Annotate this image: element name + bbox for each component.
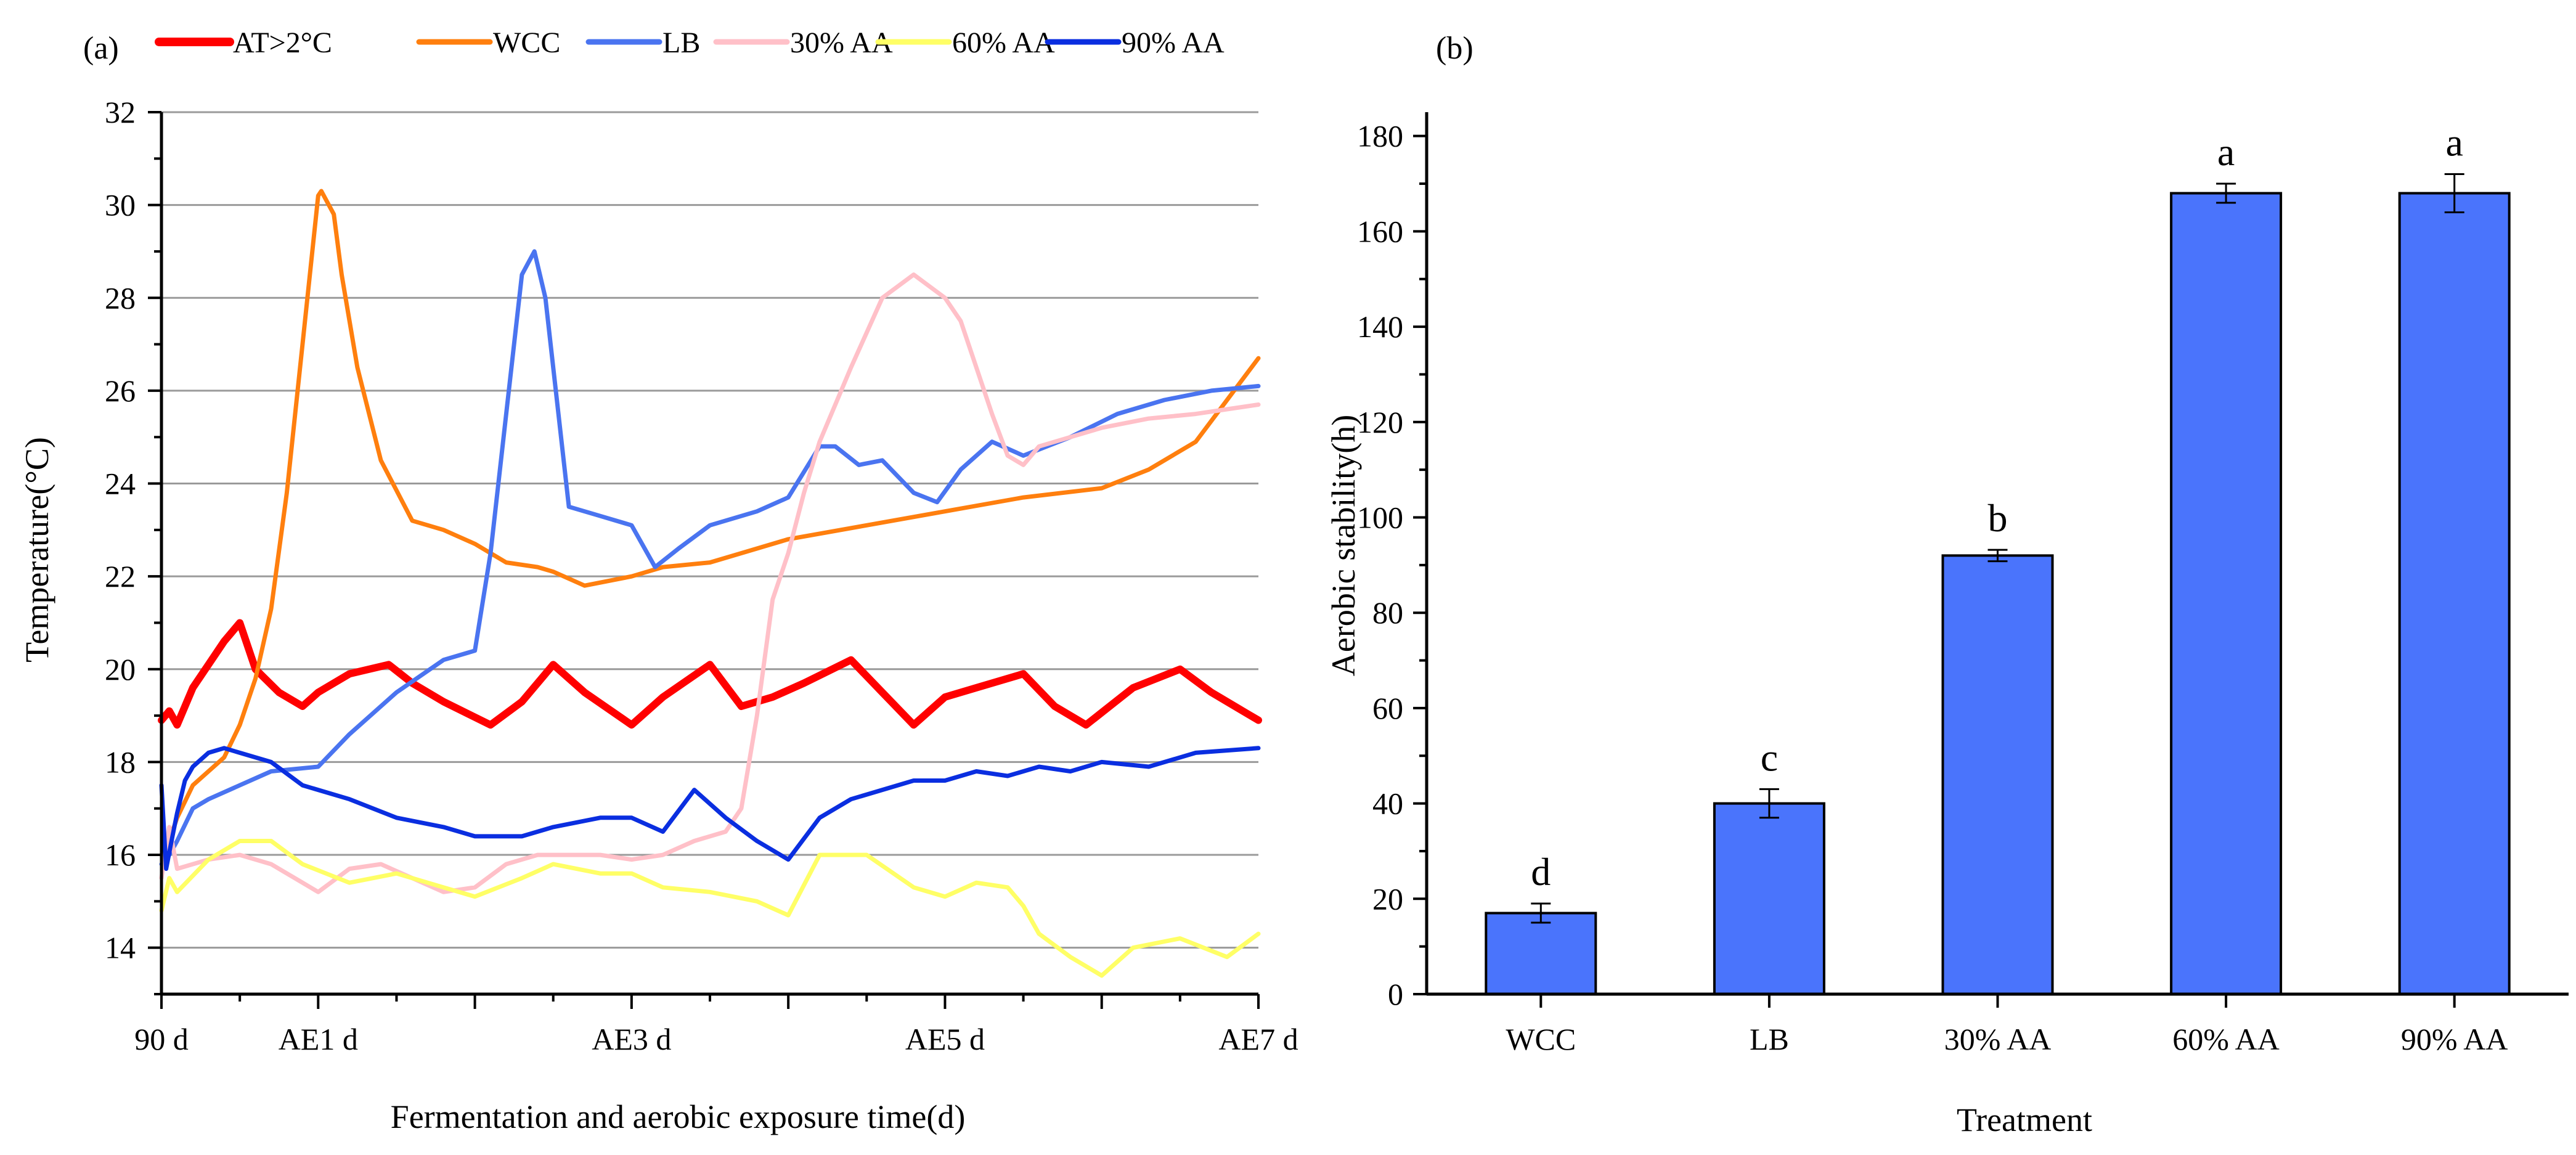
series-line-at-2-c bbox=[158, 619, 1262, 729]
significance-letter: a bbox=[2445, 121, 2463, 165]
series-line-90-aa bbox=[159, 746, 1261, 871]
series-line-30-aa bbox=[159, 272, 1261, 894]
legend-label-lb: LB bbox=[662, 27, 700, 59]
legend-label-wcc: WCC bbox=[493, 27, 560, 59]
y-tick-label: 24 bbox=[105, 467, 136, 501]
y-tick-label: 100 bbox=[1357, 500, 1403, 534]
bar-90-aa bbox=[2398, 192, 2511, 995]
y-tick-label: 20 bbox=[105, 652, 136, 687]
significance-letter: c bbox=[1761, 735, 1778, 779]
panel-a-label: (a) bbox=[83, 31, 119, 66]
significance-letter: b bbox=[1988, 496, 2008, 540]
x-tick-label: AE1 d bbox=[279, 1022, 358, 1056]
x-tick-label: 90 d bbox=[134, 1022, 189, 1056]
y-tick-label: 22 bbox=[105, 559, 136, 594]
y-tick-label: 26 bbox=[105, 373, 136, 408]
x-ticks: WCC LB 30% AA 60% AA 90% AA bbox=[1506, 994, 2508, 1056]
y-tick-label: 18 bbox=[105, 745, 136, 779]
significance-letter: d bbox=[1531, 850, 1551, 894]
y-tick-label: 180 bbox=[1357, 119, 1403, 153]
panel-a-temperature-chart: (a) AT>2°C WCC LB 30% AA 60% AA 90% AA 141618… bbox=[18, 27, 1298, 1135]
significance-letter: a bbox=[2217, 130, 2235, 174]
bar-30-aa bbox=[1941, 554, 2054, 995]
y-tick-label: 80 bbox=[1372, 595, 1403, 630]
legend-label-90-aa: 90% AA bbox=[1122, 27, 1225, 59]
panel-b-aerobic-stability-chart: (b) d c b a a 0 20 40 60 80 100 120 140 160 180 WCC LB… bbox=[1325, 31, 2569, 1138]
y-tick-label: 40 bbox=[1372, 786, 1403, 821]
x-axis-title: Fermentation and aerobic exposure time(d… bbox=[391, 1098, 966, 1135]
series-line-60-aa bbox=[159, 839, 1261, 978]
x-tick-label: WCC bbox=[1506, 1022, 1576, 1056]
x-ticks: 90 d AE1 d AE3 d AE5 d AE7 d bbox=[134, 994, 1298, 1056]
series-line-wcc bbox=[159, 189, 1261, 857]
gridlines bbox=[161, 111, 1258, 949]
series-line-lb bbox=[159, 249, 1261, 867]
y-tick-label: 0 bbox=[1388, 977, 1403, 1011]
y-tick-label: 120 bbox=[1357, 405, 1403, 439]
legend-label-at-2-c: AT>2°C bbox=[233, 27, 332, 59]
y-tick-label: 14 bbox=[105, 931, 136, 965]
bars: d c b a a bbox=[1485, 121, 2511, 995]
x-tick-label: 90% AA bbox=[2401, 1022, 2508, 1056]
legend: AT>2°C WCC LB 30% AA 60% AA 90% AA bbox=[155, 27, 1225, 59]
y-axis-title: Aerobic stability(h) bbox=[1325, 415, 1362, 676]
x-tick-label: 60% AA bbox=[2172, 1022, 2280, 1056]
bar-lb bbox=[1713, 802, 1825, 995]
y-tick-label: 30 bbox=[105, 188, 136, 222]
y-tick-label: 16 bbox=[105, 838, 136, 872]
panel-b-label: (b) bbox=[1436, 31, 1473, 66]
y-axis-title: Temperature(°C) bbox=[18, 437, 55, 663]
x-tick-label: LB bbox=[1750, 1022, 1789, 1056]
y-tick-label: 140 bbox=[1357, 309, 1403, 344]
x-tick-label: AE3 d bbox=[592, 1022, 671, 1056]
y-tick-label: 60 bbox=[1372, 691, 1403, 725]
y-tick-label: 160 bbox=[1357, 214, 1403, 248]
y-ticks: 14 16 18 20 22 24 26 28 30 32 bbox=[105, 95, 161, 995]
bar-wcc bbox=[1485, 912, 1597, 995]
bar-60-aa bbox=[2170, 192, 2283, 995]
axes bbox=[160, 112, 1258, 996]
x-tick-label: 30% AA bbox=[1944, 1022, 2052, 1056]
legend-label-60-aa: 60% AA bbox=[952, 27, 1055, 59]
y-ticks: 0 20 40 60 80 100 120 140 160 180 bbox=[1357, 119, 1427, 1011]
y-tick-label: 32 bbox=[105, 95, 136, 129]
x-tick-label: AE7 d bbox=[1218, 1022, 1298, 1056]
x-tick-label: AE5 d bbox=[905, 1022, 985, 1056]
series-lines bbox=[158, 189, 1262, 978]
y-tick-label: 20 bbox=[1372, 881, 1403, 916]
y-tick-label: 28 bbox=[105, 280, 136, 315]
x-axis-title: Treatment bbox=[1957, 1101, 2092, 1138]
